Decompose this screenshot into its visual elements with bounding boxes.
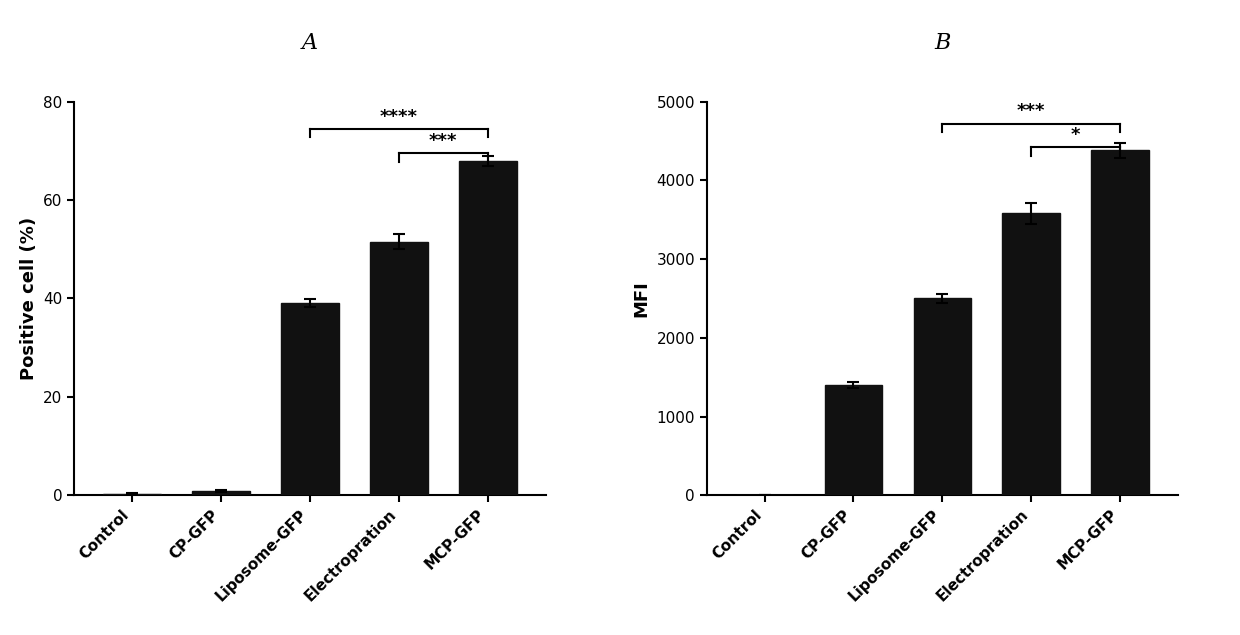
Y-axis label: MFI: MFI [632,280,651,317]
Text: *: * [1071,126,1080,144]
Text: ***: *** [1017,102,1045,121]
Bar [825,385,883,495]
Text: A: A [301,32,319,54]
Text: ****: **** [379,107,418,126]
Bar [1002,213,1060,495]
Bar [103,494,161,495]
Bar [914,298,971,495]
Text: B: B [934,32,951,54]
Bar [370,242,428,495]
Y-axis label: Positive cell (%): Positive cell (%) [20,217,37,380]
Bar [281,304,339,495]
Bar [1091,150,1149,495]
Bar [192,491,250,495]
Bar [459,161,517,495]
Text: ***: *** [429,132,458,150]
